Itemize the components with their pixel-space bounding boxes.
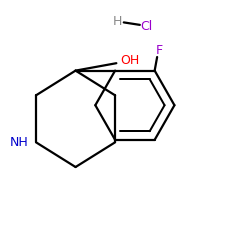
Text: OH: OH [120,54,139,67]
Text: H: H [113,15,122,28]
Text: NH: NH [9,136,28,149]
Text: Cl: Cl [140,20,152,32]
Text: F: F [156,44,163,57]
